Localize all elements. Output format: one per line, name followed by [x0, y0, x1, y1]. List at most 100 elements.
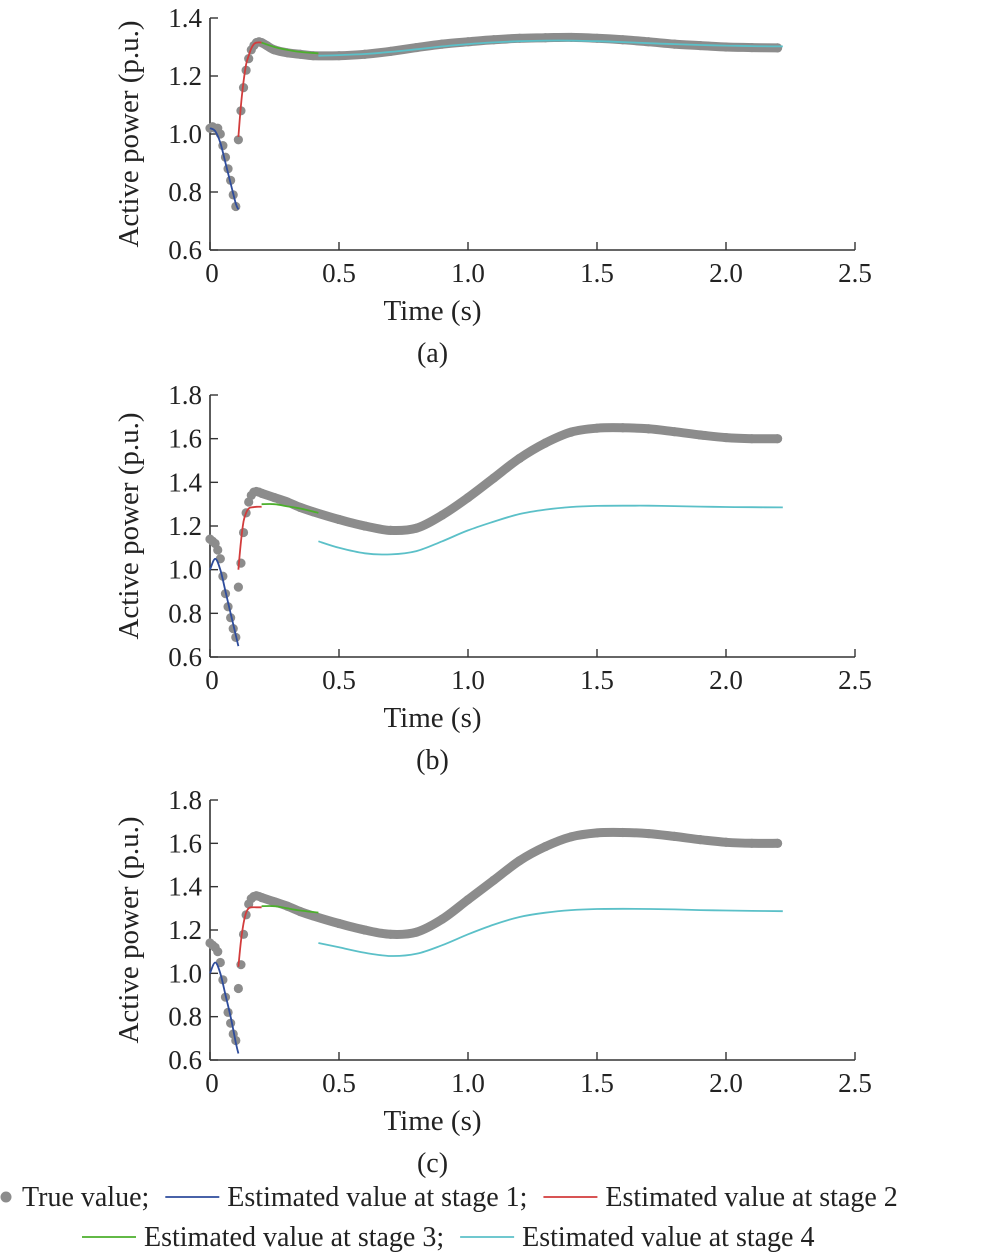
y-tick-label: 0.6	[168, 642, 202, 672]
chart-panel-3: 0.6 0.8 1.0 1.2 1.4 1.6 1.8 0 0.5 1.0 1.5 2.0 2.5 Tim…	[113, 785, 872, 1179]
true-value-point	[644, 424, 654, 434]
true-value-point	[463, 493, 473, 503]
true-value-point	[669, 831, 680, 842]
series-stage-3-line	[261, 41, 319, 55]
true-value-point	[644, 37, 654, 47]
true-value-point	[721, 42, 731, 52]
true-value-point	[773, 43, 783, 53]
x-tick-label: 1.5	[580, 665, 614, 695]
y-tick-label: 1.0	[168, 119, 202, 149]
true-value-point	[238, 527, 249, 538]
y-tick-label: 1.4	[168, 467, 202, 497]
series-stage-2-line	[237, 41, 262, 137]
true-value-point	[773, 434, 783, 444]
true-value-point	[213, 947, 223, 957]
series-stage-3-line	[261, 905, 319, 914]
x-tick-label: 1.5	[580, 258, 614, 288]
series-stage-2-line	[237, 505, 262, 570]
x-tick-label: 2.5	[838, 1068, 872, 1098]
panel-label: (b)	[416, 745, 449, 776]
true-value-point	[233, 983, 243, 994]
true-value-point	[233, 582, 243, 592]
true-value-point	[238, 929, 249, 939]
x-tick-label: 0	[205, 1068, 219, 1098]
series-true-value	[205, 423, 783, 642]
legend-label: True value;	[22, 1182, 149, 1213]
true-value-point	[257, 488, 267, 498]
true-value-point	[334, 918, 344, 929]
x-tick-label: 1.0	[451, 1068, 485, 1098]
x-tick-label: 1.5	[580, 1068, 614, 1098]
x-tick-label: 0.5	[322, 258, 356, 288]
true-value-point	[241, 65, 251, 75]
y-tick-label: 1.4	[168, 3, 202, 33]
x-tick-label: 1.0	[451, 258, 485, 288]
true-value-point	[360, 925, 370, 935]
x-tick-label: 0.5	[322, 1068, 356, 1098]
true-value-point	[269, 897, 280, 907]
y-tick-label: 1.0	[168, 555, 202, 585]
true-value-point	[773, 838, 783, 848]
legend-label: Estimated value at stage 1;	[227, 1182, 527, 1213]
true-value-point	[747, 434, 757, 444]
x-tick-label: 0	[205, 665, 219, 695]
y-tick-label: 0.8	[168, 177, 202, 207]
true-value-point	[515, 856, 525, 866]
y-tick-label: 1.8	[168, 785, 202, 815]
series-stage-4-line	[318, 39, 783, 57]
series-stage-2-line	[237, 906, 262, 967]
x-axis-title: Time (s)	[383, 1105, 481, 1137]
true-value-point	[282, 497, 292, 507]
series-stage-1-line	[209, 961, 240, 1054]
series-stage-1-line	[209, 127, 240, 210]
series-true-value	[205, 827, 783, 1046]
y-tick-label: 1.0	[168, 958, 202, 988]
x-axis-title: Time (s)	[383, 295, 481, 327]
x-tick-label: 2.5	[838, 258, 872, 288]
true-value-point	[411, 927, 421, 937]
true-value-point	[269, 493, 280, 503]
true-value-point	[463, 895, 473, 905]
y-axis-title: Active power (p.u.)	[113, 412, 145, 639]
true-value-point	[515, 453, 525, 463]
x-tick-label: 2.0	[709, 665, 743, 695]
true-value-point	[257, 892, 267, 903]
true-value-point	[644, 828, 654, 839]
y-tick-label: 0.6	[168, 235, 202, 265]
legend-marker	[0, 1191, 12, 1203]
true-value-point	[386, 929, 396, 939]
true-value-point	[437, 510, 447, 520]
y-tick-label: 1.8	[168, 380, 202, 410]
true-value-point	[747, 838, 757, 848]
true-value-point	[308, 911, 318, 921]
true-value-point	[489, 875, 499, 885]
true-value-point	[618, 423, 628, 433]
x-tick-label: 2.0	[709, 258, 743, 288]
true-value-point	[695, 430, 705, 440]
true-value-point	[411, 523, 421, 533]
series-stage-1-line	[209, 557, 240, 647]
y-tick-label: 0.8	[168, 1002, 202, 1032]
y-axis-title: Active power (p.u.)	[113, 816, 145, 1043]
true-value-point	[592, 828, 602, 838]
chart-panel-1: 0.6 0.8 1.0 1.2 1.4 0 0.5 1.0 1.5 2.0 2.5 Time (s) A…	[113, 3, 872, 369]
true-value-point	[592, 423, 602, 433]
true-value-point	[213, 545, 223, 555]
series-stage-4-line	[318, 907, 783, 957]
true-value-point	[540, 841, 551, 852]
y-axis-title: Active power (p.u.)	[113, 20, 145, 247]
series-stage-4-line	[318, 504, 783, 556]
series-true-value	[205, 32, 783, 212]
x-axis-title: Time (s)	[383, 702, 481, 734]
true-value-point	[695, 835, 705, 845]
true-value-point	[233, 135, 243, 145]
true-value-point	[566, 427, 576, 437]
y-tick-label: 0.8	[168, 598, 202, 628]
true-value-point	[411, 42, 421, 53]
series-stage-3-line	[261, 503, 319, 514]
y-tick-label: 1.2	[168, 61, 202, 91]
panel-label: (a)	[417, 338, 448, 369]
true-value-point	[334, 514, 344, 525]
y-tick-label: 0.6	[168, 1045, 202, 1075]
